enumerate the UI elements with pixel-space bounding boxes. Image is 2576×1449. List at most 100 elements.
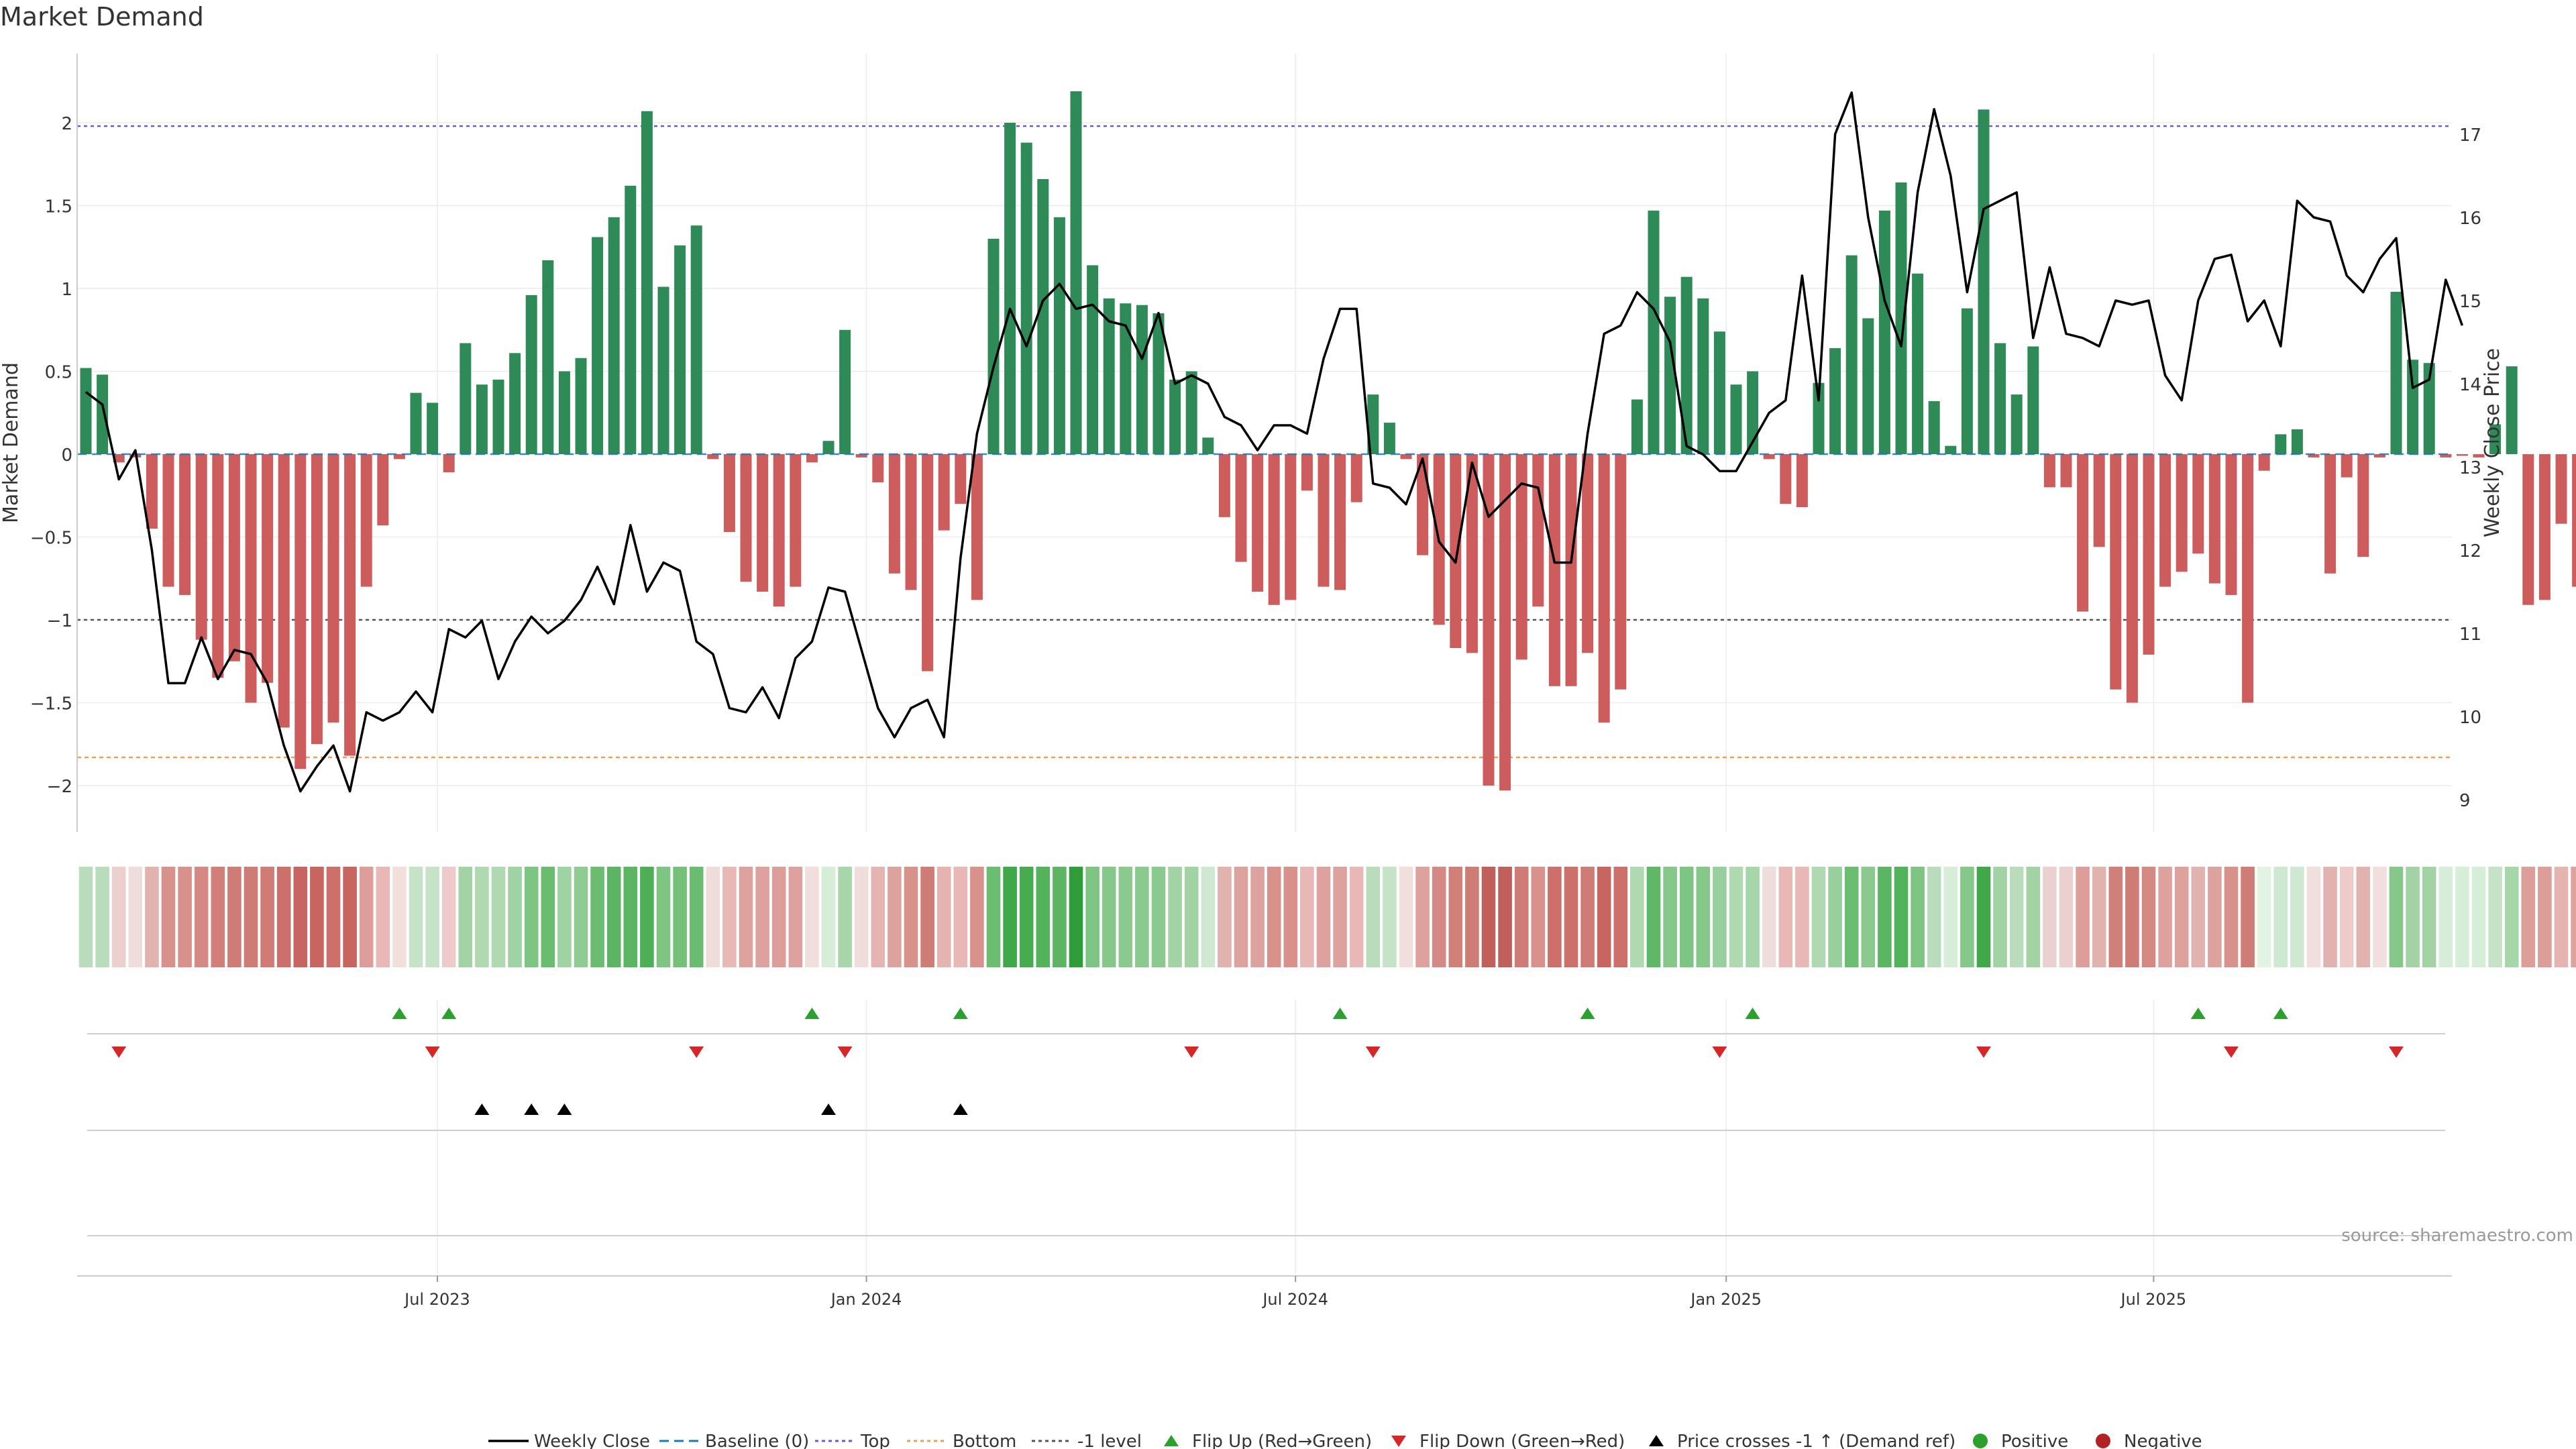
demand-bar [1565,454,1577,686]
heat-cell [1234,867,1248,967]
legend-label: Positive [2001,1432,2068,1449]
demand-bar [1450,454,1462,648]
demand-bar [97,374,109,454]
demand-bar [179,454,191,595]
heat-cell [409,867,423,967]
right-tick-label: 9 [2459,791,2471,811]
flip-up-marker [441,1008,457,1019]
heat-cell [128,867,143,967]
demand-bar [2473,454,2485,458]
heat-cell [871,867,885,967]
heat-cell [1201,867,1216,967]
legend-swatch [2096,1434,2110,1448]
heat-cell [2406,867,2420,967]
demand-bar [1318,454,1330,587]
flip-down-marker [1712,1046,1727,1058]
demand-bar [2390,291,2402,454]
demand-bar [1598,454,1610,723]
demand-bar [460,343,472,454]
legend-label: Top [860,1432,890,1449]
heat-cell [1778,867,1793,967]
heat-cell [1679,867,1694,967]
heat-cell [722,867,737,967]
heat-cell [524,867,539,967]
demand-bar [2010,394,2023,454]
demand-bar [1713,331,1725,454]
heat-cell [1151,867,1166,967]
legend-label: Flip Up (Red→Green) [1192,1432,1372,1449]
demand-bar [1136,305,1148,454]
demand-bar [2027,346,2039,454]
demand-bar [2324,454,2337,574]
demand-bar [1730,384,1742,454]
heat-cell [1283,867,1298,967]
demand-bar [1301,454,1313,491]
price-cross-marker [953,1104,968,1115]
heat-cell [2538,867,2552,967]
demand-bar [1845,255,1858,454]
heat-cell [1333,867,1347,967]
heat-cell [1118,867,1133,967]
legend-label: Bottom [953,1432,1016,1449]
demand-bar [1152,313,1165,454]
heat-cell [2273,867,2288,967]
flip-down-marker [689,1046,704,1058]
heat-cell [508,867,522,967]
legend-item-top: Top [815,1432,890,1449]
demand-bar [2242,454,2254,703]
heat-cell [1316,867,1331,967]
demand-bar [2208,454,2220,584]
heat-cell [920,867,934,967]
event-markers [87,1008,2445,1236]
heat-cell [1448,867,1463,967]
heat-cell [1861,867,1876,967]
left-tick-label: −0.5 [30,529,72,549]
heat-cell [1943,867,1958,967]
demand-bar [1978,109,1990,455]
flip-down-marker [425,1046,440,1058]
heat-cell [739,867,753,967]
demand-bar [294,454,307,769]
heat-cell [2257,867,2271,967]
heat-cell [359,867,374,967]
heat-cell [1960,867,1974,967]
demand-bar [2357,454,2369,557]
demand-bar [1582,454,1594,653]
demand-bar [1417,454,1429,555]
demand-bar [278,454,290,728]
left-axis-label: Market Demand [0,362,23,523]
demand-bar [1169,379,1181,454]
heat-cell [1746,867,1760,967]
heat-cell [788,867,803,967]
left-tick-label: −1 [47,611,72,631]
demand-bar [1697,298,1709,454]
flip-up-marker [1745,1008,1760,1019]
demand-bar [2308,454,2320,458]
flip-up-marker [1580,1008,1595,1019]
demand-bar [360,454,372,587]
heat-cell [145,867,159,967]
heat-cell [2241,867,2255,967]
heat-cell [1613,867,1628,967]
heat-cell [343,867,357,967]
demand-bar [1120,303,1132,454]
right-tick-label: 17 [2459,125,2481,146]
heat-cell [986,867,1001,967]
heat-cell [260,867,274,967]
flip-down-marker [1184,1046,1199,1058]
price-cross-marker [474,1104,490,1115]
heat-cell [458,867,473,967]
demand-bar [1053,217,1065,454]
reference-lines [77,125,2452,759]
demand-bar [1515,454,1527,660]
left-tick-label: −1.5 [30,694,72,714]
heat-cell [2290,867,2304,967]
heat-cell [1415,867,1430,967]
heat-cell [111,867,126,967]
flip-down-marker [1976,1046,1991,1058]
demand-bar [525,294,537,454]
legend-swatch [1164,1435,1179,1446]
heat-cell [2009,867,2024,967]
flip-up-marker [2273,1008,2288,1019]
demand-bar [1070,91,1082,454]
